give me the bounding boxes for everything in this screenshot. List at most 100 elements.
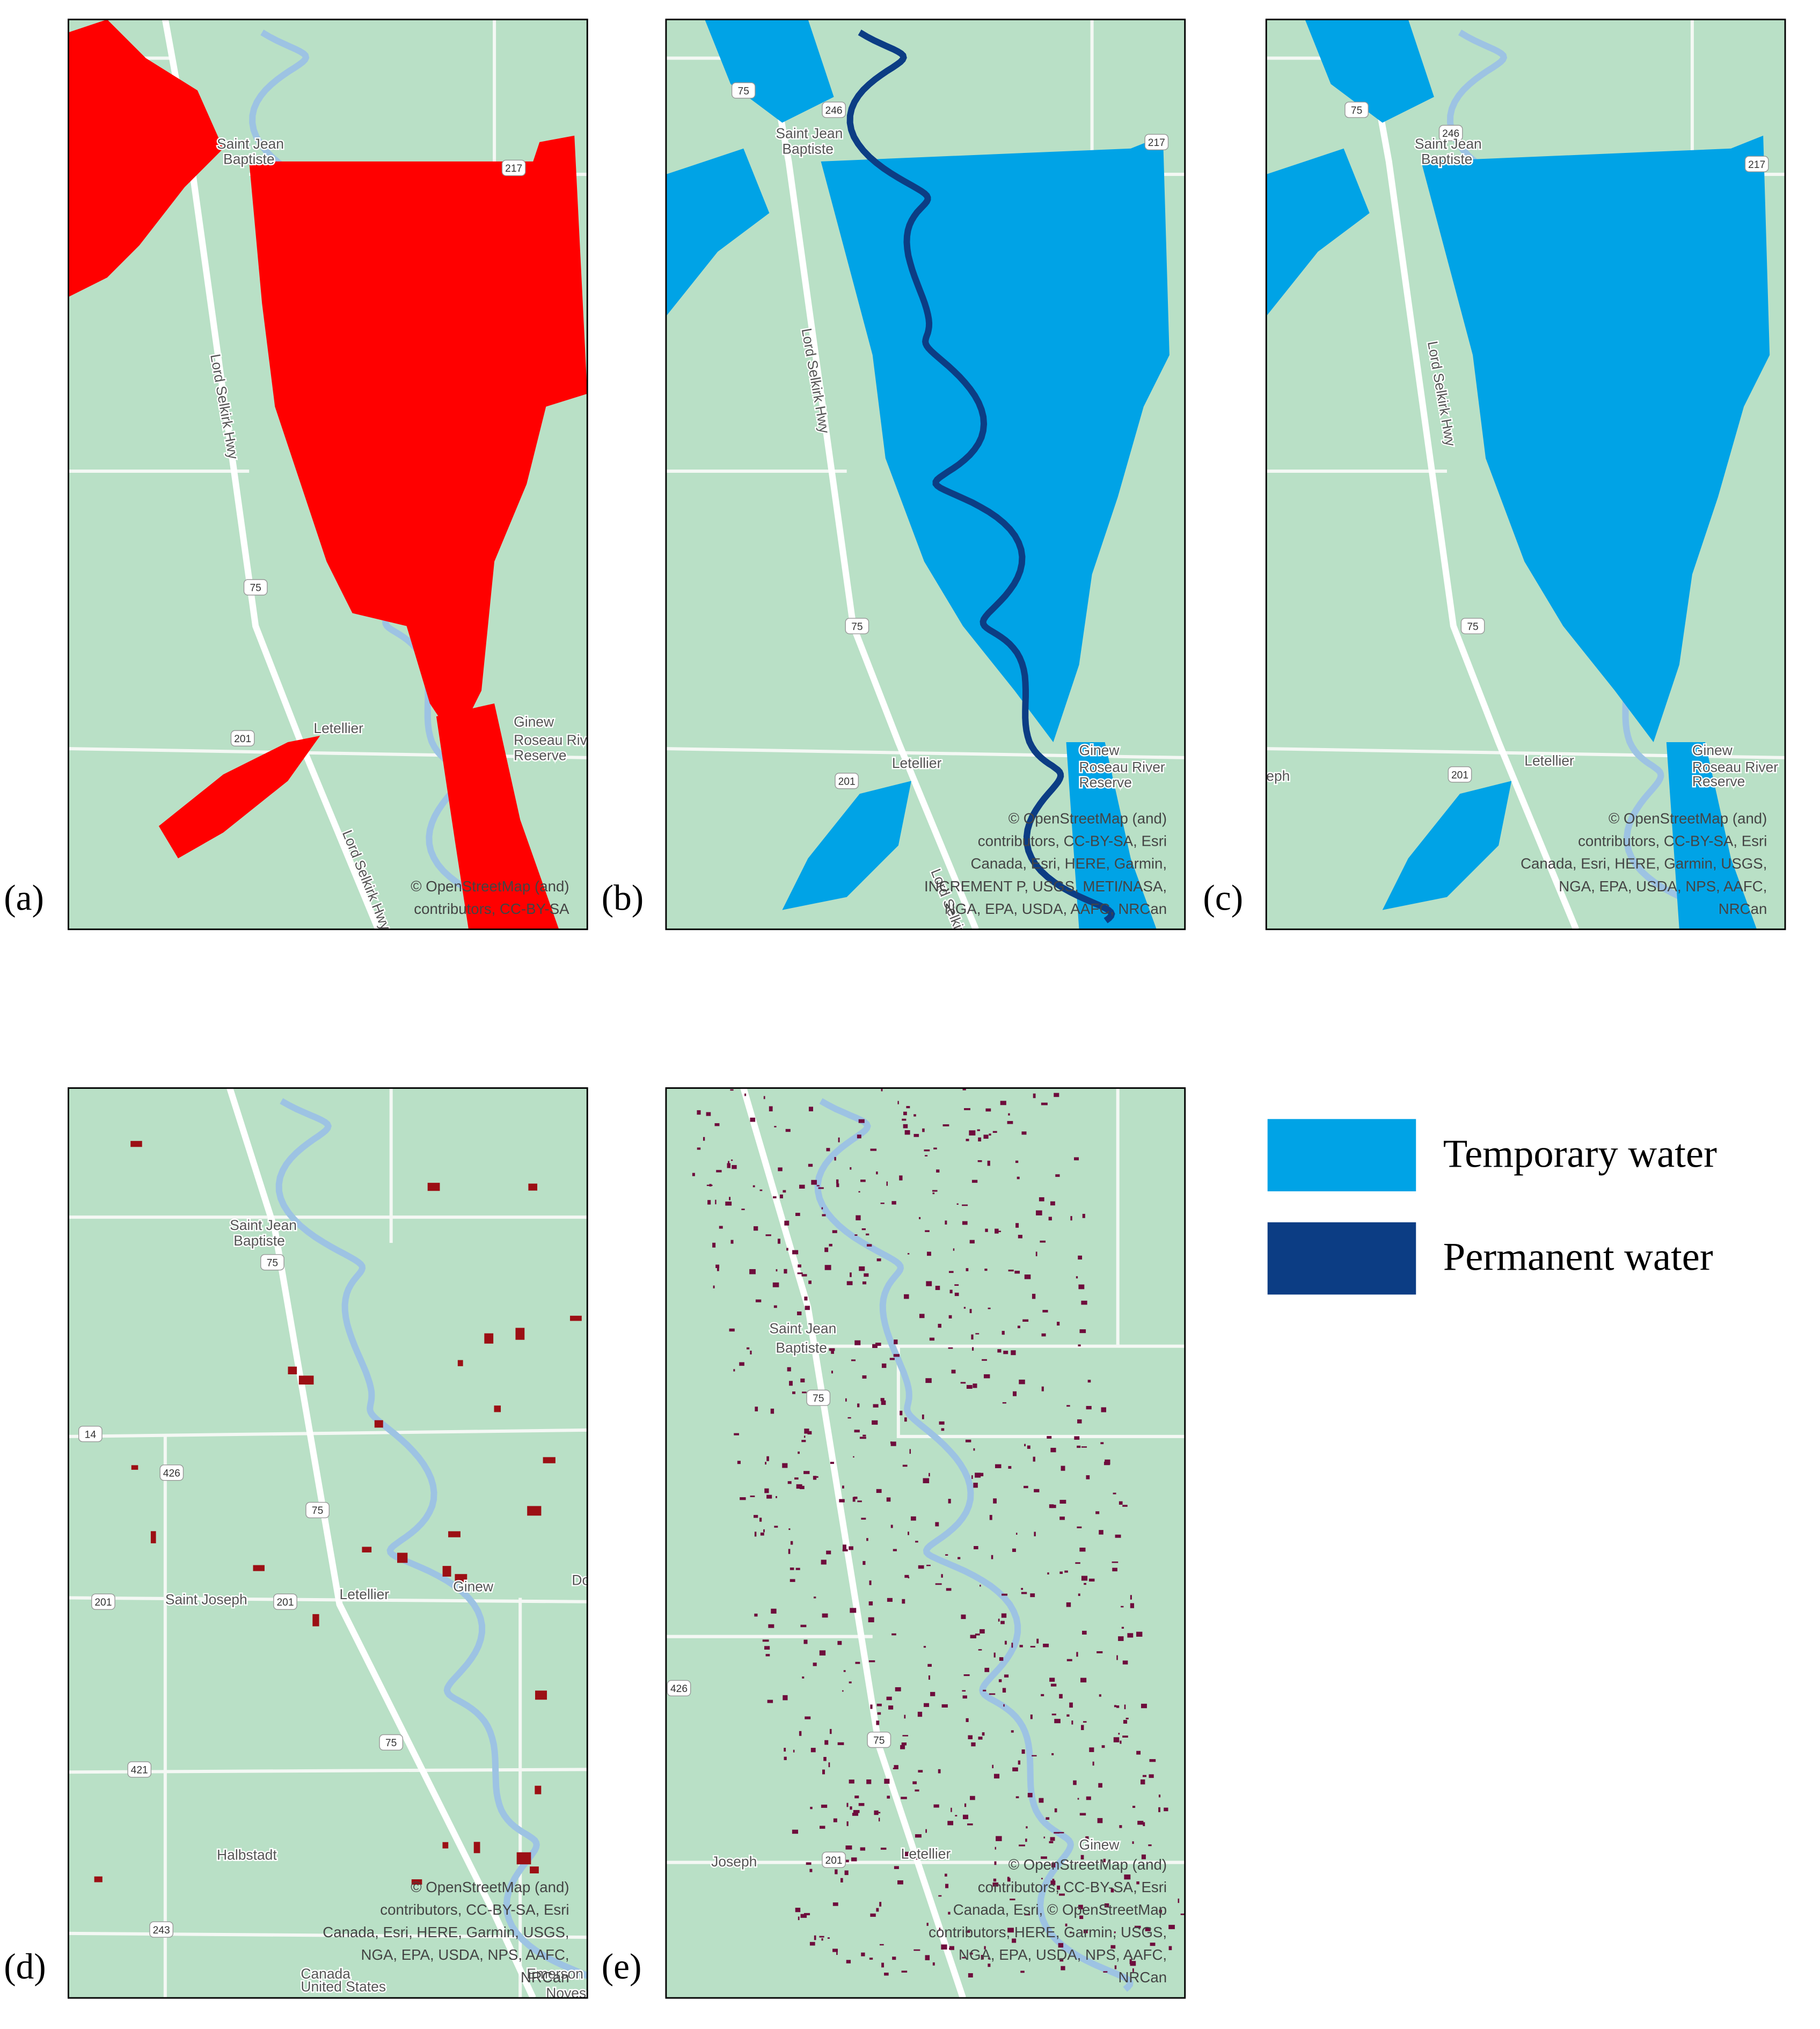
flood-speckle [1113,1737,1120,1742]
flood-speckle [858,1191,860,1193]
place-label: Ginew [1079,742,1120,758]
flood-patch [527,1506,542,1516]
flood-speckle [1048,1217,1052,1221]
flood-speckle [1011,1643,1013,1648]
flood-speckle [866,1233,869,1236]
flood-speckle [965,1439,971,1442]
flood-speckle [857,1500,862,1503]
flood-speckle [925,1378,932,1383]
flood-speckle [886,1181,888,1186]
flood-speckle [862,1281,867,1285]
flood-speckle [846,1821,849,1826]
flood-speckle [824,1265,831,1270]
flood-speckle [980,1629,985,1634]
flood-area [436,703,559,929]
flood-speckle [1081,1725,1084,1730]
flood-speckle [907,1253,910,1255]
legend-swatch [1267,1222,1416,1295]
flood-speckle [795,1213,800,1216]
flood-speckle [774,1526,778,1528]
road-shield [149,1921,173,1938]
flood-speckle [792,1391,795,1394]
flood-speckle [849,1779,854,1784]
flood-speckle [1039,1197,1044,1202]
flood-speckle [1119,1825,1122,1828]
flood-speckle [839,1499,845,1503]
flood-speckle [936,1169,940,1173]
flood-speckle [822,1769,825,1775]
panel-frame [68,18,588,931]
flood-speckle [1127,1633,1134,1638]
flood-speckle [1077,1798,1079,1800]
temporary-water [1666,742,1757,929]
place-label: Do [572,1572,590,1588]
flood-speckle [792,1250,799,1255]
flood-speckle [872,1420,878,1425]
flood-speckle [954,1284,959,1286]
flood-speckle [948,1271,954,1273]
flood-speckle [788,1528,791,1530]
flood-speckle [966,1385,973,1389]
flood-speckle [754,1532,757,1537]
flood-speckle [1097,1651,1103,1653]
flood-speckle [787,1481,792,1484]
flood-speckle [813,1596,816,1599]
flood-speckle [727,1163,731,1168]
road-shield [835,773,859,789]
flood-speckle [873,1404,879,1408]
flood-speckle [891,1633,896,1636]
flood-speckle [1101,1745,1105,1748]
flood-speckle [1078,1284,1085,1290]
flood-speckle [1047,1435,1052,1439]
flood-speckle [1132,1841,1134,1844]
flood-speckle [915,1541,918,1543]
flood-speckle [930,1691,935,1696]
road-shield-label: 201 [94,1597,112,1608]
flood-patch [473,1842,480,1854]
flood-speckle [874,1810,879,1815]
flood-speckle [854,1795,859,1799]
flood-speckle [926,1281,932,1286]
road-shield [1344,101,1369,118]
flood-speckle [904,1574,909,1578]
flood-speckle [725,1202,732,1206]
flood-speckle [837,1640,842,1645]
flood-speckle [807,1431,812,1435]
flood-speckle [1019,1645,1023,1647]
flood-speckle [1017,1176,1020,1180]
flood-speckle [854,1234,858,1236]
flood-speckle [939,1928,941,1931]
flood-speckle [879,1944,884,1946]
flood-speckle [963,1674,970,1676]
flood-speckle [1015,1223,1019,1228]
flood-speckle [785,1129,791,1132]
flood-speckle [866,1538,868,1541]
flood-speckle [876,1489,882,1493]
flood-speckle [888,1705,894,1710]
flood-speckle [941,1944,947,1950]
map-panel: 75 426 75 201 Saint Jean Baptiste Joseph Letell… [665,1087,1186,1999]
flood-speckle [1080,1855,1084,1860]
flood-speckle [737,1461,741,1464]
flood-speckle [1061,1966,1065,1971]
flood-speckle [1000,1101,1006,1105]
flood-speckle [768,1624,774,1628]
flood-speckle [1024,1914,1030,1916]
flood-speckle [821,1804,828,1808]
flood-speckle [980,1585,981,1587]
flood-speckle [862,1375,867,1379]
flood-speckle [927,1251,931,1256]
flood-speckle [730,1159,733,1161]
flood-speckle [1041,1333,1046,1337]
flood-speckle [805,1716,811,1719]
flood-speckle [1012,1938,1017,1943]
flood-speckle [880,1848,887,1850]
flood-speckle [1066,1602,1071,1607]
flood-speckle [843,1544,846,1550]
flood-speckle [887,1796,890,1799]
flood-speckle [887,1598,893,1602]
flood-speckle [1092,1761,1094,1766]
flood-speckle [901,1797,907,1799]
flood-speckle [1134,1925,1141,1929]
flood-speckle [935,1583,942,1585]
